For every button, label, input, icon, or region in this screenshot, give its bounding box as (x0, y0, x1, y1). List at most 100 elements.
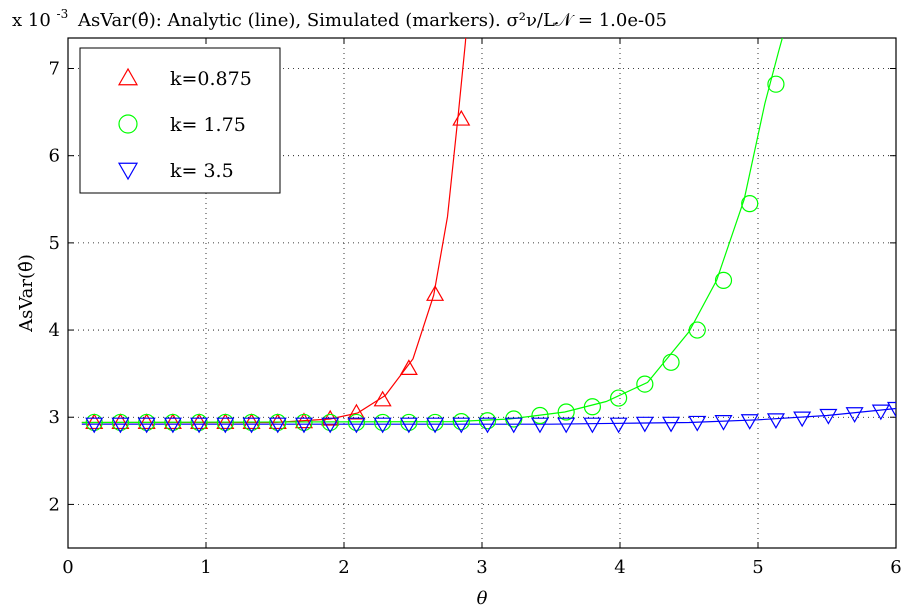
data-point (111, 417, 130, 434)
data-point (399, 359, 418, 376)
data-point (399, 417, 418, 434)
data-point (163, 417, 182, 434)
data-point (426, 413, 444, 432)
data-point (688, 415, 707, 432)
x-tick-label: 4 (614, 557, 625, 578)
legend-label: k= 3.5 (170, 160, 234, 182)
data-point (609, 417, 628, 434)
data-point (268, 417, 287, 434)
data-point (610, 389, 628, 407)
data-point (426, 417, 445, 434)
scale-label: x 10 (12, 10, 51, 31)
data-point (163, 413, 182, 430)
legend-marker (117, 162, 139, 181)
legend-box (79, 47, 281, 194)
data-point (294, 412, 314, 429)
title-text: AsVar(θ̂): Analytic (line), Simulated (m… (77, 10, 667, 31)
data-point (321, 417, 340, 434)
legend-marker (118, 114, 138, 134)
data-point (662, 353, 680, 371)
data-point (164, 413, 182, 432)
data-point (294, 417, 314, 434)
y-tick-label: 5 (49, 233, 60, 254)
data-point (557, 417, 576, 434)
legend-label: k= 1.75 (170, 114, 246, 136)
chart-title: x 10 -3 AsVar(θ̂): Analytic (line), Simu… (12, 2, 667, 31)
legend: k=0.875 k= 1.75 k= 3.5 (79, 47, 281, 194)
data-point (138, 413, 156, 432)
x-tick-label: 6 (890, 557, 901, 578)
simulated-markers (85, 75, 896, 434)
data-point (452, 417, 471, 434)
x-tick-label: 2 (338, 557, 349, 578)
data-point (714, 414, 733, 431)
data-point (347, 403, 366, 420)
data-point (767, 75, 785, 93)
y-tick-label: 3 (49, 407, 60, 428)
data-point (373, 390, 392, 407)
x-tick-label: 3 (476, 557, 487, 578)
data-point (452, 109, 471, 126)
data-point (269, 413, 287, 432)
data-point (426, 285, 445, 301)
data-point (190, 417, 209, 434)
data-point (374, 413, 392, 432)
data-point (504, 417, 523, 434)
legend-label: k=0.875 (170, 68, 252, 90)
y-tick-label: 4 (49, 320, 60, 341)
data-point (268, 413, 287, 430)
data-point (886, 401, 896, 418)
x-tick-label: 0 (62, 557, 73, 578)
data-point (373, 417, 392, 434)
data-point (111, 413, 130, 430)
data-point (85, 413, 103, 432)
data-point (190, 413, 209, 430)
y-tick-label: 6 (49, 146, 60, 167)
data-point (347, 413, 366, 432)
grid (68, 38, 896, 548)
data-point (190, 413, 208, 432)
data-point (478, 417, 497, 434)
data-point (242, 413, 261, 430)
data-point (583, 398, 602, 416)
data-point (400, 413, 418, 432)
data-point (478, 412, 497, 430)
data-point (530, 417, 549, 434)
analytic-line (81, 407, 896, 425)
data-point (793, 411, 812, 428)
data-point (871, 404, 890, 421)
data-point (766, 413, 785, 430)
y-axis-label: AsVar(θ̂) (16, 254, 37, 333)
data-point (845, 407, 864, 423)
data-point (347, 417, 366, 434)
data-point (819, 408, 838, 425)
data-point (111, 413, 130, 432)
data-point (636, 375, 654, 393)
data-point (714, 271, 733, 289)
data-point (85, 417, 104, 434)
data-point (137, 413, 156, 430)
data-point (688, 321, 706, 339)
data-point (583, 417, 602, 434)
data-point (740, 414, 759, 430)
y-tick-label: 2 (49, 494, 60, 515)
data-point (452, 412, 470, 431)
data-point (557, 403, 575, 421)
data-point (216, 413, 234, 432)
data-point (321, 413, 339, 432)
data-point (531, 406, 549, 425)
y-tick-label: 7 (49, 59, 60, 80)
data-point (662, 416, 681, 433)
axis-ticks: 0 1 2 3 4 5 6 2 3 4 5 6 7 (49, 38, 902, 578)
data-point (242, 417, 261, 434)
data-point (295, 413, 313, 432)
data-point (137, 417, 156, 434)
legend-marker (117, 67, 139, 86)
data-point (216, 417, 235, 434)
data-point (242, 413, 261, 432)
x-tick-label: 5 (752, 557, 763, 578)
data-point (635, 416, 654, 433)
data-point (216, 413, 235, 430)
data-point (85, 413, 104, 430)
